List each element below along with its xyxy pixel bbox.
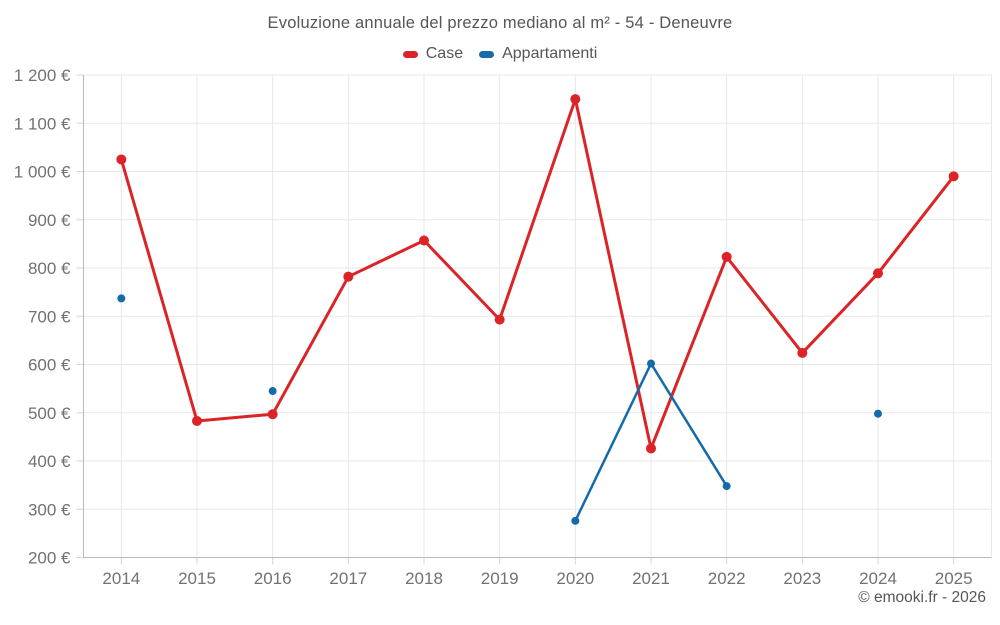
- y-tick-label: 1 000 €: [14, 163, 71, 182]
- data-point-case-2019[interactable]: [494, 314, 505, 325]
- chart-title: Evoluzione annuale del prezzo mediano al…: [267, 14, 733, 32]
- legend-item-appartamenti[interactable]: Appartamenti: [479, 45, 597, 63]
- data-point-case-2025[interactable]: [948, 171, 959, 182]
- data-point-case-2022[interactable]: [721, 251, 732, 262]
- data-point-appartamenti-2024[interactable]: [874, 409, 882, 418]
- data-point-appartamenti-2021[interactable]: [647, 359, 655, 368]
- data-point-case-2023[interactable]: [797, 347, 808, 358]
- data-point-case-2017[interactable]: [343, 271, 354, 282]
- legend-item-case[interactable]: Case: [402, 45, 464, 63]
- x-tick-label: 2017: [329, 569, 367, 588]
- x-tick-label: 2021: [632, 569, 670, 588]
- y-tick-label: 400 €: [28, 452, 71, 471]
- data-point-appartamenti-2014[interactable]: [117, 294, 126, 303]
- y-tick-label: 600 €: [28, 356, 71, 375]
- x-tick-label: 2014: [102, 569, 140, 588]
- y-tick-label: 500 €: [28, 404, 71, 423]
- x-tick-label: 2022: [708, 569, 746, 588]
- y-tick-label: 200 €: [28, 549, 71, 568]
- legend-label-appartamenti: Appartamenti: [502, 45, 598, 62]
- x-tick-label: 2015: [178, 569, 216, 588]
- y-tick-label: 700 €: [28, 307, 71, 326]
- legend-swatch-appartamenti-icon: [479, 50, 495, 58]
- data-point-case-2016[interactable]: [267, 409, 278, 420]
- legend-swatch-case-icon: [402, 50, 418, 58]
- copyright: © emooki.fr - 2026: [858, 589, 986, 606]
- data-point-case-2018[interactable]: [419, 235, 429, 246]
- x-tick-label: 2018: [405, 569, 443, 588]
- data-point-appartamenti-2020[interactable]: [571, 516, 580, 525]
- x-tick-label: 2025: [935, 569, 973, 588]
- x-tick-label: 2019: [481, 569, 519, 588]
- legend: Case Appartamenti: [0, 44, 1000, 64]
- x-tick-label: 2016: [254, 569, 292, 588]
- data-point-appartamenti-2022[interactable]: [722, 482, 731, 491]
- data-point-appartamenti-2016[interactable]: [268, 387, 277, 396]
- y-tick-label: 800 €: [28, 259, 71, 278]
- legend-label-case: Case: [425, 45, 464, 62]
- y-tick-label: 300 €: [28, 500, 71, 519]
- data-point-case-2024[interactable]: [873, 268, 883, 279]
- y-tick-label: 1 200 €: [14, 66, 71, 85]
- y-tick-label: 900 €: [28, 211, 71, 230]
- series-line-case: [119, 97, 956, 450]
- x-tick-label: 2020: [556, 569, 594, 588]
- data-point-case-2020[interactable]: [570, 94, 581, 105]
- y-tick-label: 1 100 €: [14, 114, 71, 133]
- x-tick-label: 2024: [859, 569, 897, 588]
- data-point-case-2014[interactable]: [116, 154, 127, 165]
- x-tick-label: 2023: [783, 569, 821, 588]
- data-point-case-2021[interactable]: [646, 443, 656, 454]
- data-point-case-2015[interactable]: [192, 415, 202, 426]
